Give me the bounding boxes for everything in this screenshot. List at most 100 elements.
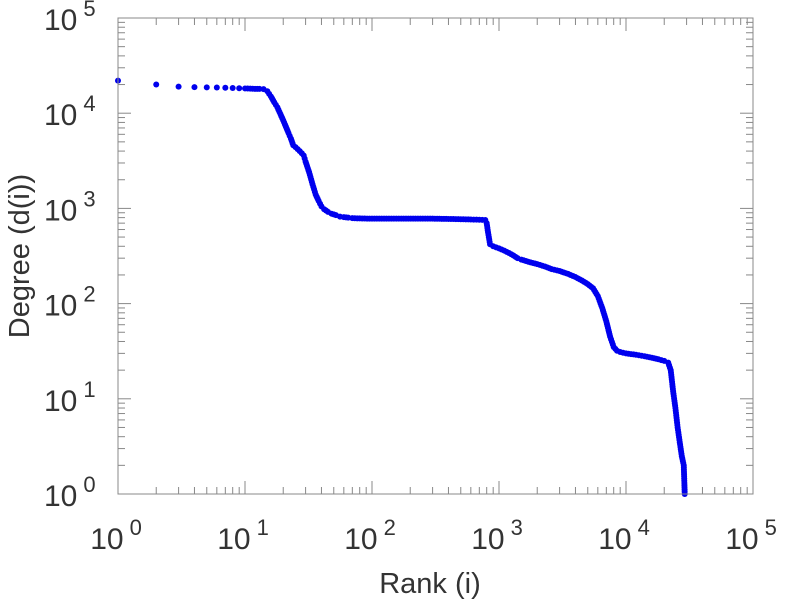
x-tick-label: 10 1 <box>217 515 269 556</box>
x-tick-label-exponent: 5 <box>765 515 777 540</box>
x-tick-label: 10 5 <box>725 515 777 556</box>
data-point <box>301 155 308 162</box>
data-point <box>330 211 337 218</box>
data-point <box>612 345 619 352</box>
data-point <box>646 354 653 361</box>
data-point <box>680 460 687 467</box>
data-point <box>473 216 480 223</box>
data-point <box>503 248 510 255</box>
x-tick-label: 10 4 <box>598 515 650 556</box>
data-point <box>381 215 388 222</box>
data-point <box>203 84 210 91</box>
data-points <box>115 77 688 497</box>
data-point <box>546 265 553 272</box>
x-tick-label: 10 0 <box>90 515 142 556</box>
data-point <box>266 90 273 97</box>
x-tick-label-base: 10 <box>344 523 377 556</box>
x-axis-title: Rank (i) <box>379 568 481 600</box>
y-tick-label: 10 4 <box>44 91 96 132</box>
x-tick-label-exponent: 2 <box>384 515 396 540</box>
x-tick-label-base: 10 <box>90 523 123 556</box>
y-tick-label-base: 10 <box>44 99 77 132</box>
data-point <box>343 214 350 221</box>
data-point <box>443 215 450 222</box>
y-tick-label-base: 10 <box>44 480 77 513</box>
y-tick-label: 10 1 <box>44 377 96 418</box>
y-tick-label-base: 10 <box>44 385 77 418</box>
data-point <box>479 216 486 223</box>
data-point <box>606 331 613 338</box>
data-point <box>191 84 198 91</box>
data-point <box>531 260 538 267</box>
y-tick-label: 10 2 <box>44 282 96 323</box>
data-point <box>272 101 279 108</box>
x-tick-label-exponent: 3 <box>511 515 523 540</box>
y-tick-label-exponent: 1 <box>83 377 95 402</box>
data-point <box>284 127 291 134</box>
y-tick-label: 10 5 <box>44 0 96 37</box>
data-point <box>539 262 546 269</box>
y-tick-label-base: 10 <box>44 4 77 37</box>
data-point <box>620 349 627 356</box>
y-tick-label-exponent: 5 <box>83 0 95 21</box>
data-point <box>562 270 569 277</box>
data-point <box>213 84 220 91</box>
data-point <box>672 402 679 409</box>
data-point <box>427 215 434 222</box>
x-tick-label-base: 10 <box>725 523 758 556</box>
data-point <box>366 215 373 222</box>
y-tick-label-exponent: 4 <box>83 91 95 116</box>
y-tick-label-base: 10 <box>44 194 77 227</box>
data-point <box>681 488 688 495</box>
data-point <box>308 178 315 185</box>
data-point <box>553 267 560 274</box>
data-point <box>244 85 251 92</box>
data-point <box>314 195 321 202</box>
data-point <box>254 85 261 92</box>
data-point <box>653 355 660 362</box>
data-point <box>323 207 330 214</box>
data-point <box>317 200 324 207</box>
x-tick-label-base: 10 <box>598 523 631 556</box>
data-point <box>286 132 293 139</box>
data-point <box>410 215 417 222</box>
x-tick-label-base: 10 <box>217 523 250 556</box>
y-axis-title: Degree (d(i)) <box>4 174 36 338</box>
x-tick-label-exponent: 0 <box>130 515 142 540</box>
data-point <box>498 246 505 253</box>
data-point <box>153 81 160 88</box>
data-point <box>236 85 243 92</box>
data-point <box>289 140 296 147</box>
data-point <box>222 84 229 91</box>
data-point <box>512 253 519 260</box>
y-tick-label-exponent: 0 <box>83 472 95 497</box>
data-point <box>249 85 256 92</box>
x-tick-label: 10 3 <box>471 515 523 556</box>
data-point <box>666 364 673 371</box>
y-tick-label: 10 3 <box>44 186 96 227</box>
plot-frame <box>117 17 754 495</box>
data-point <box>270 97 277 104</box>
data-point <box>570 273 577 280</box>
data-point <box>638 352 645 359</box>
data-point <box>486 238 493 245</box>
data-point <box>455 216 462 223</box>
data-point <box>676 436 683 443</box>
y-tick-label: 10 0 <box>44 472 96 513</box>
data-point <box>674 422 681 429</box>
y-tick-label-exponent: 3 <box>83 186 95 211</box>
data-point <box>598 302 605 309</box>
x-tick-label-exponent: 4 <box>638 515 650 540</box>
data-point <box>175 83 182 90</box>
axis-ticks <box>117 17 754 495</box>
data-point <box>522 258 529 265</box>
data-point <box>395 215 402 222</box>
tick-labels: 10 0 10 1 10 2 10 3 10 4 10 510 010 110 210 310 410 5 <box>44 0 777 556</box>
data-point <box>311 188 318 195</box>
data-point <box>484 227 491 234</box>
data-point <box>609 341 616 348</box>
x-tick-label: 10 2 <box>344 515 396 556</box>
data-point <box>630 351 637 358</box>
y-tick-label-exponent: 2 <box>83 282 95 307</box>
